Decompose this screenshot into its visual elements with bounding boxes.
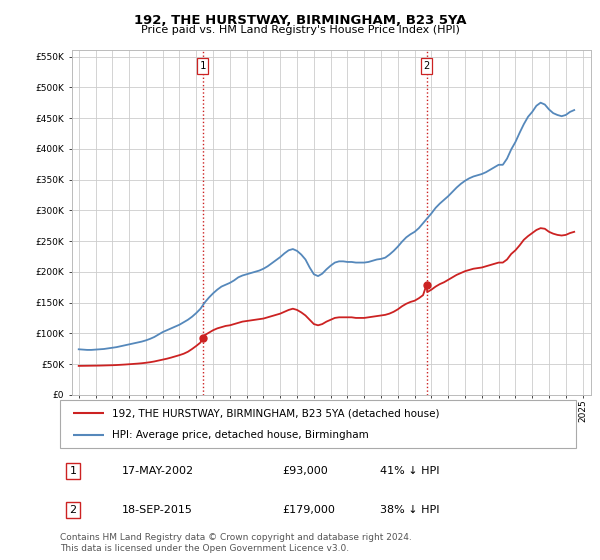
Text: 2: 2 xyxy=(70,505,76,515)
Text: Contains HM Land Registry data © Crown copyright and database right 2024.
This d: Contains HM Land Registry data © Crown c… xyxy=(60,533,412,553)
Text: 18-SEP-2015: 18-SEP-2015 xyxy=(122,505,193,515)
Text: 192, THE HURSTWAY, BIRMINGHAM, B23 5YA (detached house): 192, THE HURSTWAY, BIRMINGHAM, B23 5YA (… xyxy=(112,408,439,418)
Text: 1: 1 xyxy=(70,466,76,476)
Text: 192, THE HURSTWAY, BIRMINGHAM, B23 5YA: 192, THE HURSTWAY, BIRMINGHAM, B23 5YA xyxy=(134,14,466,27)
Text: 17-MAY-2002: 17-MAY-2002 xyxy=(122,466,194,476)
Text: 38% ↓ HPI: 38% ↓ HPI xyxy=(380,505,439,515)
Text: 2: 2 xyxy=(424,61,430,71)
Text: HPI: Average price, detached house, Birmingham: HPI: Average price, detached house, Birm… xyxy=(112,430,368,440)
Text: Price paid vs. HM Land Registry's House Price Index (HPI): Price paid vs. HM Land Registry's House … xyxy=(140,25,460,35)
Text: 41% ↓ HPI: 41% ↓ HPI xyxy=(380,466,439,476)
Text: £179,000: £179,000 xyxy=(282,505,335,515)
Text: 1: 1 xyxy=(200,61,206,71)
Text: £93,000: £93,000 xyxy=(282,466,328,476)
